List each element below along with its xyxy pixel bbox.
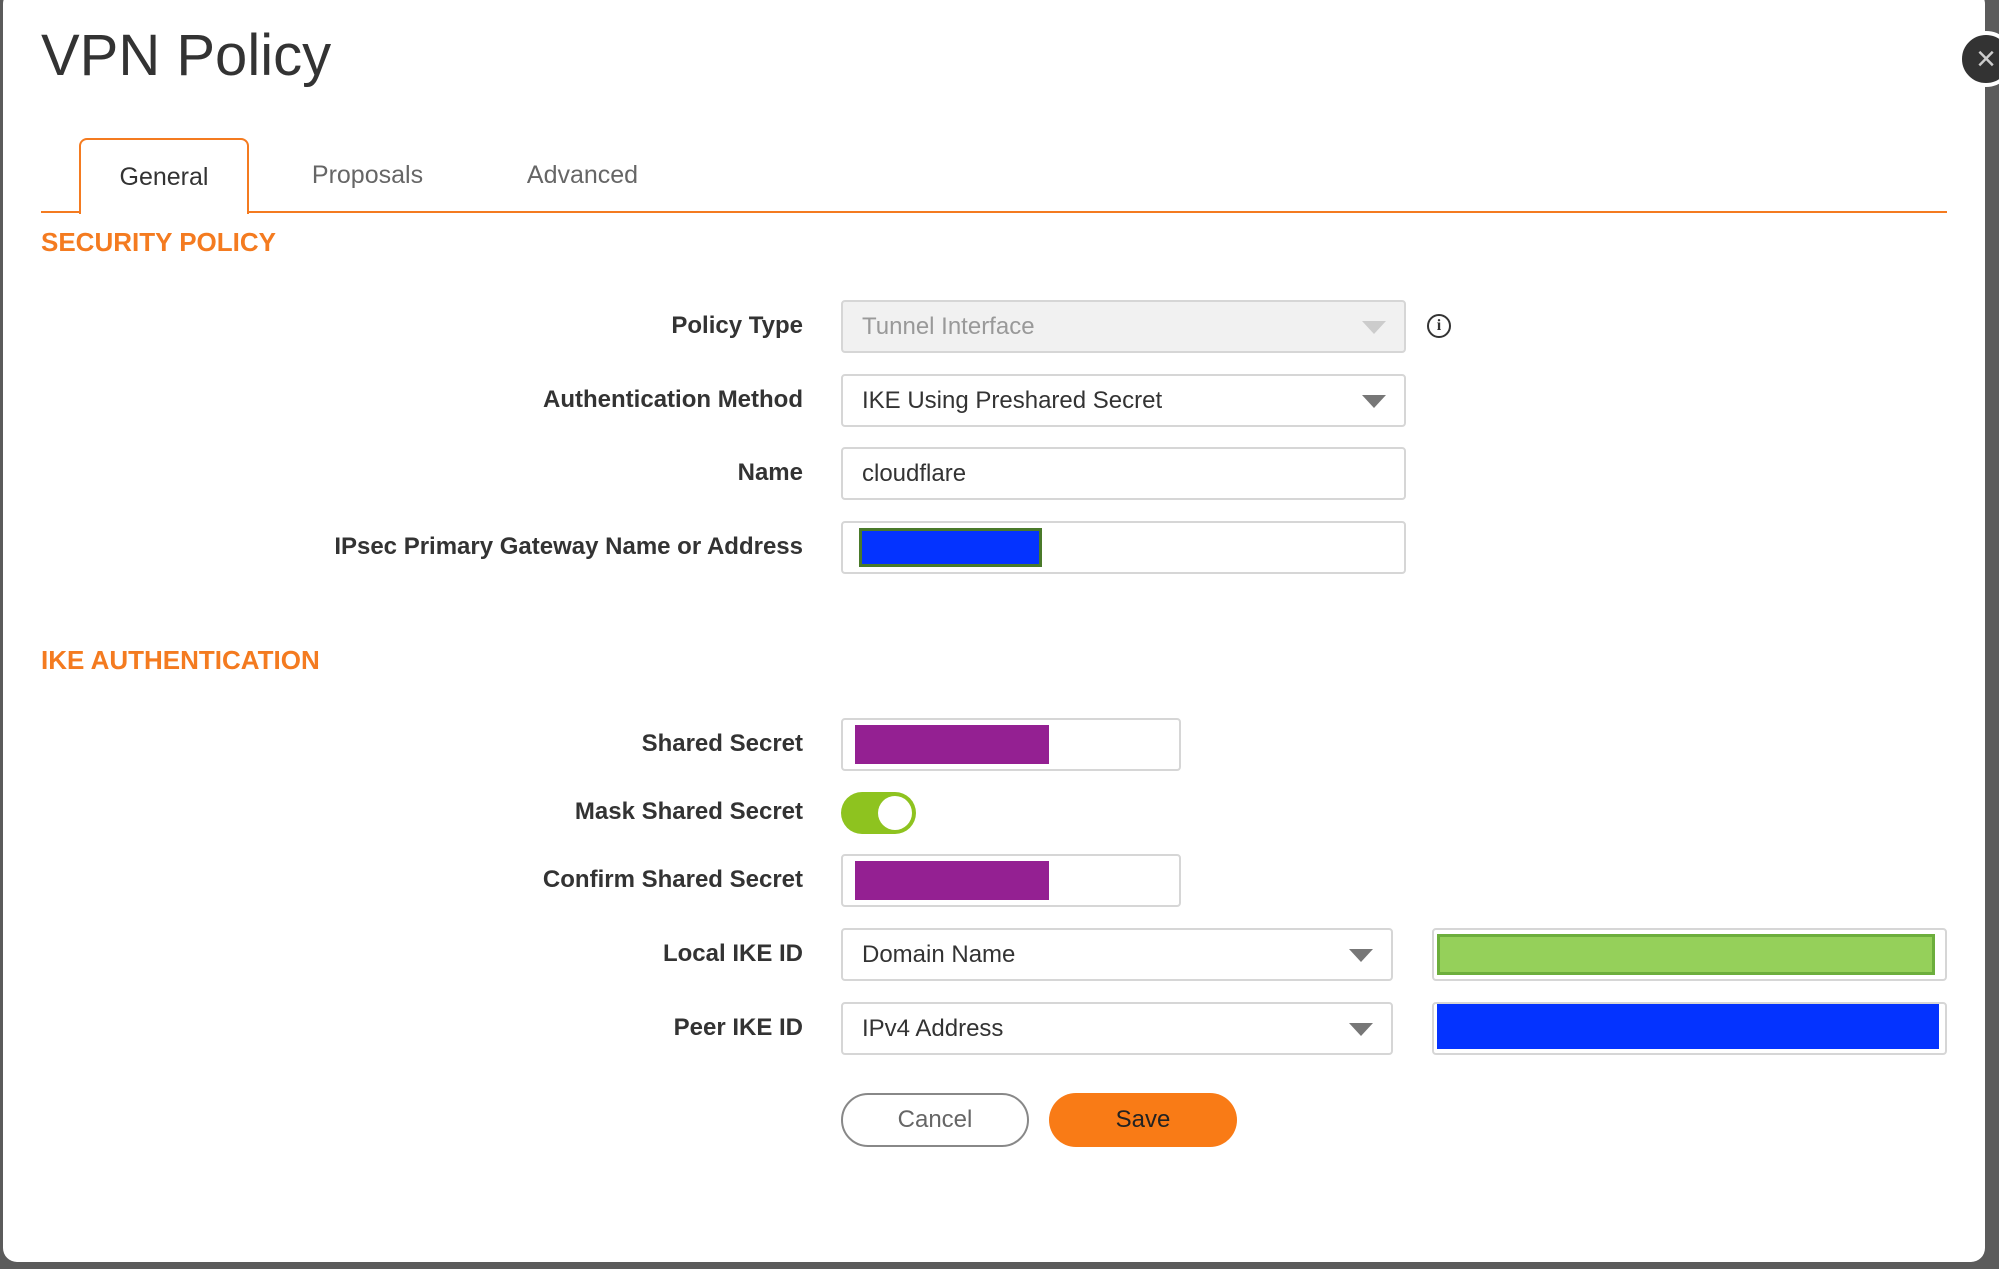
gateway-input[interactable] [841,521,1406,574]
auth-method-label: Authentication Method [543,386,803,413]
local-ike-id-input[interactable] [1432,928,1947,981]
gateway-label: IPsec Primary Gateway Name or Address [334,533,803,560]
auth-method-select[interactable]: IKE Using Preshared Secret [841,374,1406,427]
mask-shared-secret-label: Mask Shared Secret [574,798,803,825]
peer-ike-id-type: IPv4 Address [862,1014,1004,1042]
save-button[interactable]: Save [1049,1093,1237,1147]
tab-general[interactable]: General [79,138,249,214]
dialog-title: VPN Policy [41,23,332,88]
mask-shared-secret-toggle[interactable] [841,792,916,834]
chevron-down-icon [1349,948,1373,962]
local-ike-id-label: Local IKE ID [662,940,803,967]
auth-method-value: IKE Using Preshared Secret [862,386,1163,414]
toggle-knob [878,796,912,830]
redacted-value [855,861,1049,900]
local-ike-id-select[interactable]: Domain Name [841,928,1393,981]
name-input[interactable]: cloudflare [841,447,1406,500]
peer-ike-id-label: Peer IKE ID [673,1014,803,1041]
redacted-value [1437,1004,1939,1049]
ike-authentication-heading: IKE AUTHENTICATION [41,645,320,675]
chevron-down-icon [1349,1022,1373,1036]
tab-proposals[interactable]: Proposals [311,161,424,189]
shared-secret-input[interactable] [841,718,1181,771]
peer-ike-id-input[interactable] [1432,1002,1947,1055]
policy-type-select[interactable]: Tunnel Interface [841,300,1406,353]
close-button[interactable]: × [1958,31,1999,87]
name-value: cloudflare [862,459,967,487]
name-label: Name [737,459,803,486]
local-ike-id-type: Domain Name [862,940,1016,968]
confirm-shared-secret-label: Confirm Shared Secret [542,866,803,893]
tab-divider [41,211,1947,213]
shared-secret-label: Shared Secret [641,730,803,757]
peer-ike-id-select[interactable]: IPv4 Address [841,1002,1393,1055]
close-icon: × [1976,39,1996,78]
info-icon[interactable]: i [1427,314,1451,338]
chevron-down-icon [1362,320,1386,334]
confirm-shared-secret-input[interactable] [841,854,1181,907]
chevron-down-icon [1362,394,1386,408]
redacted-value [1437,934,1935,975]
policy-type-label: Policy Type [671,312,803,339]
cancel-button[interactable]: Cancel [841,1093,1029,1147]
redacted-value [855,725,1049,764]
security-policy-heading: SECURITY POLICY [41,227,277,257]
tab-advanced[interactable]: Advanced [526,161,639,189]
redacted-value [859,528,1042,567]
policy-type-value: Tunnel Interface [862,312,1035,340]
